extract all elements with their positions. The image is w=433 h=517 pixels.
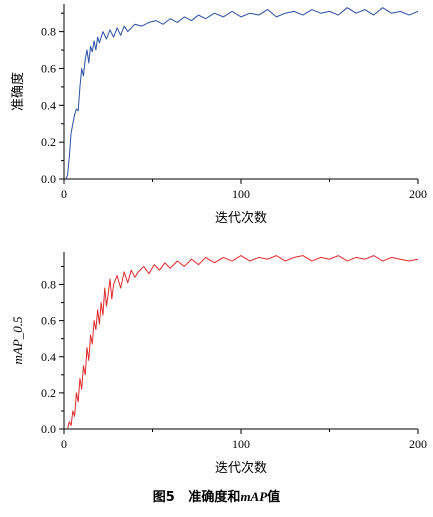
- y-axis-label: 准确度: [10, 72, 26, 111]
- y-tick-label: 0.8: [41, 278, 56, 292]
- series-line-1: [67, 255, 419, 430]
- figure-caption: 图5 准确度和mAP值: [0, 486, 433, 505]
- y-tick-label: 0.4: [41, 98, 56, 112]
- y-tick-label: 0.8: [41, 25, 56, 39]
- chart-panel-1: 0 100 200 0.0 0.2 0.4 0.6 0.8 迭代次数 准确度: [10, 4, 427, 226]
- y-tick-label: 0.2: [41, 135, 56, 149]
- caption-number: 图5: [152, 490, 175, 505]
- y-tick-label: 0.4: [41, 350, 56, 364]
- y-tick-label: 0.0: [41, 422, 56, 436]
- chart-panel-2: 0 100 200 0.0 0.2 0.4 0.6 0.8 迭代次数 mAP_0.5: [10, 252, 427, 476]
- x-tick-label: 100: [232, 187, 250, 201]
- y-tick-label: 0.2: [41, 386, 56, 400]
- x-tick-label: 200: [409, 187, 427, 201]
- x-tick-label: 0: [61, 437, 67, 451]
- caption-text: 准确度和: [188, 490, 241, 505]
- y-tick-label: 0.6: [41, 61, 56, 75]
- y-axis-label: mAP_0.5: [10, 316, 25, 365]
- series-line-1: [65, 7, 419, 180]
- caption-suffix: 值: [267, 490, 281, 505]
- x-tick-label: 100: [232, 437, 250, 451]
- x-axis-label: 迭代次数: [215, 460, 267, 476]
- x-tick-label: 0: [61, 187, 67, 201]
- x-tick-label: 200: [409, 437, 427, 451]
- y-tick-label: 0.6: [41, 314, 56, 328]
- x-axis-label: 迭代次数: [215, 210, 267, 226]
- y-tick-label: 0.0: [41, 172, 56, 186]
- caption-map: mAP: [240, 489, 268, 504]
